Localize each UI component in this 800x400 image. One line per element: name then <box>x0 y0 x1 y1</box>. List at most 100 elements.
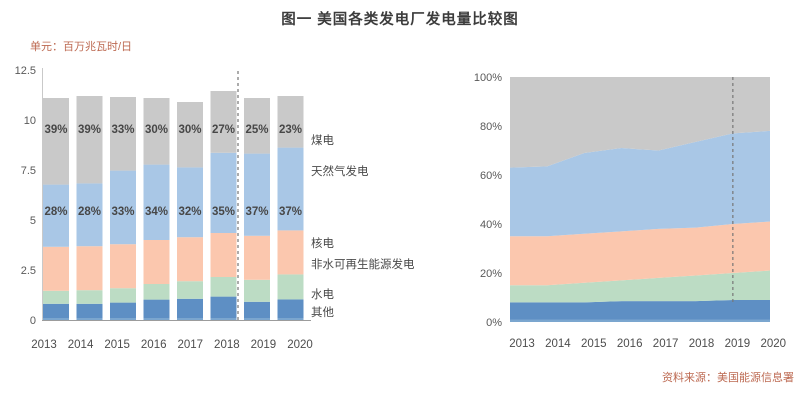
stacked-bar-chart: 12.5 10 7.5 5 2.5 0 39% 39% 33% 30% 30% 27% 25% 23% 28… <box>15 65 313 351</box>
x-axis-year-label: 2018 <box>689 338 715 350</box>
x-axis-year-label: 2017 <box>177 339 203 351</box>
x-axis-year-label: 2013 <box>31 339 57 351</box>
x-axis-year-label: 2014 <box>545 338 571 350</box>
x-axis-year-label: 2013 <box>509 338 535 350</box>
gas-percent-label: 37% <box>245 206 268 218</box>
stacked-area-chart: 100% 80% 60% 40% 20% 0% 2013 2014 2015 2016 2017 20… <box>474 72 787 350</box>
bar-segment-nuclear <box>76 246 103 291</box>
coal-percent-label: 39% <box>44 124 67 136</box>
bar-segment-coal <box>110 97 136 171</box>
coal-percent-label: 30% <box>178 124 201 136</box>
x-axis-year-label: 2018 <box>214 339 240 351</box>
series-label-gas: 天然气发电 <box>311 166 369 178</box>
bar-segment-nuclear <box>43 246 69 291</box>
bar-segment-renewables <box>244 279 270 302</box>
bar-segment-other <box>76 318 103 320</box>
y-axis-tick-label: 60% <box>480 170 502 182</box>
coal-percent-label: 33% <box>111 124 134 136</box>
bar-segment-nuclear <box>277 230 304 275</box>
y-axis-tick-label: 100% <box>474 72 502 84</box>
bar-segment-renewables <box>277 274 304 300</box>
gas-percent-label: 34% <box>145 206 168 218</box>
area-coal <box>510 77 770 168</box>
x-axis-year-label: 2020 <box>761 338 787 350</box>
bar-segment-other <box>110 318 136 320</box>
gas-percent-label: 33% <box>111 206 134 218</box>
bar-segment-nuclear <box>143 240 170 284</box>
bar-segment-other <box>143 318 170 320</box>
bar-segment-nuclear <box>210 233 237 277</box>
y-axis-tick-label: 0 <box>30 315 36 327</box>
area-other <box>510 319 770 322</box>
series-label-renewables: 非水可再生能源发电 <box>311 259 415 271</box>
series-label-hydro: 水电 <box>311 289 334 301</box>
coal-percent-label: 27% <box>212 124 235 136</box>
bar-segment-renewables <box>43 290 69 304</box>
bar-segment-nuclear <box>110 244 136 289</box>
y-axis-tick-label: 2.5 <box>21 265 36 277</box>
bar-segment-hydro <box>277 299 304 318</box>
bar-segment-coal <box>76 96 103 184</box>
bar-segment-nuclear <box>177 237 203 282</box>
y-axis-tick-label: 12.5 <box>15 65 36 77</box>
y-axis-tick-label: 5 <box>30 215 36 227</box>
x-axis-year-label: 2015 <box>581 338 607 350</box>
series-label-nuclear: 核电 <box>311 238 334 250</box>
y-axis-tick-label: 0% <box>486 317 502 329</box>
y-axis-tick-label: 20% <box>480 268 502 280</box>
bar-segment-gas <box>210 152 237 233</box>
y-axis-tick-label: 7.5 <box>21 165 36 177</box>
area-gas <box>510 130 770 237</box>
bar-segment-gas <box>277 147 304 231</box>
bar-segment-renewables <box>177 281 203 299</box>
coal-percent-label: 39% <box>78 124 101 136</box>
bar-segment-gas <box>143 164 170 240</box>
bar-segment-renewables <box>76 290 103 304</box>
bar-segment-hydro <box>143 299 170 318</box>
gas-percent-label: 35% <box>212 206 235 218</box>
bar-segment-other <box>210 318 237 320</box>
series-label-coal: 煤电 <box>311 135 334 147</box>
bar-segment-hydro <box>244 301 270 318</box>
coal-percent-label: 25% <box>245 124 268 136</box>
bar-segment-other <box>277 318 304 320</box>
bar-segment-gas <box>110 170 136 245</box>
x-axis-year-label: 2014 <box>68 339 94 351</box>
gas-percent-label: 32% <box>178 206 201 218</box>
y-axis-tick-label: 10 <box>24 115 36 127</box>
bar-segment-renewables <box>143 284 170 300</box>
bar-segment-coal <box>210 91 237 153</box>
x-axis-year-label: 2016 <box>141 339 167 351</box>
coal-percent-label: 23% <box>279 124 302 136</box>
x-axis-year-label: 2020 <box>287 339 313 351</box>
area-nuclear <box>510 221 770 286</box>
bar-segment-hydro <box>110 302 136 318</box>
x-axis-year-label: 2019 <box>725 338 751 350</box>
y-axis-tick-label: 80% <box>480 121 502 133</box>
bar-segment-hydro <box>210 296 237 318</box>
x-axis-year-label: 2016 <box>617 338 643 350</box>
x-axis-year-label: 2015 <box>104 339 130 351</box>
bar-segment-hydro <box>177 298 203 318</box>
bar-segment-nuclear <box>244 235 270 280</box>
bar-segment-gas <box>43 184 69 247</box>
gas-percent-label: 37% <box>279 206 302 218</box>
bar-segment-other <box>244 318 270 320</box>
bar-segment-other <box>177 318 203 320</box>
bar-segment-renewables <box>110 288 136 303</box>
y-axis-tick-label: 40% <box>480 219 502 231</box>
x-axis-year-label: 2017 <box>653 338 679 350</box>
unit-label: 单元：百万兆瓦时/日 <box>30 41 133 53</box>
figure-title: 图一 美国各类发电厂发电量比较图 <box>281 12 519 28</box>
bar-segment-coal <box>244 98 270 154</box>
bar-segment-coal <box>143 98 170 165</box>
bar-segment-other <box>43 318 69 320</box>
bar-segment-coal <box>177 102 203 168</box>
coal-percent-label: 30% <box>145 124 168 136</box>
x-axis-year-label: 2019 <box>251 339 277 351</box>
source-label: 资料来源：美国能源信息署 <box>662 372 794 384</box>
bar-segment-coal <box>43 98 69 185</box>
area-renewables <box>510 270 770 303</box>
bar-segment-gas <box>177 167 203 238</box>
